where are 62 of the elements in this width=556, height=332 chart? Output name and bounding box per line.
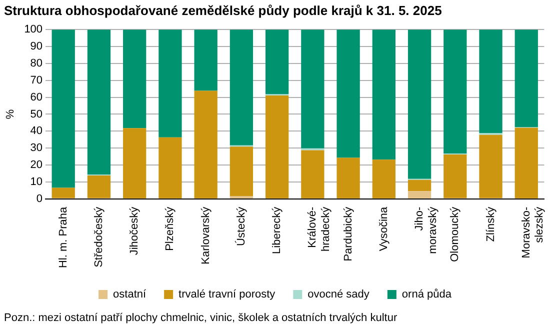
bar <box>123 30 146 128</box>
x-tick-label: Moravsko-slezský <box>520 206 546 258</box>
bar <box>158 137 182 198</box>
legend-label: ovocné sady <box>308 288 370 301</box>
y-tick-label: 50 <box>30 108 43 120</box>
y-tick-label: 70 <box>30 74 43 86</box>
x-tick-label: Olomoucký <box>449 206 462 262</box>
bar <box>194 30 218 91</box>
bar <box>265 95 289 198</box>
bar <box>265 30 289 94</box>
bar <box>123 128 146 198</box>
legend-label: trvalé travní porosty <box>178 288 276 301</box>
bar <box>194 90 218 198</box>
y-tick-label: 60 <box>30 91 43 104</box>
bar <box>158 30 182 138</box>
text: Pozn.: mezi ostatní patří plochy chmelnic, vinic, školek a ostatních trvalých kultur <box>4 312 398 324</box>
y-tick-label: 10 <box>30 176 43 188</box>
bar <box>301 30 324 148</box>
x-tick-label: Vysočina <box>378 206 390 252</box>
x-tick-label: Pardubický <box>342 206 354 262</box>
chart-title: Struktura obhospodařované zemědělské půdy podle krajů k 31. 5. 2025 <box>4 3 442 18</box>
y-tick-label: 40 <box>30 125 43 138</box>
bar <box>336 30 360 158</box>
x-tick-label: Jiho-moravský <box>414 206 439 254</box>
x-tick-label: Jihočeský <box>128 206 141 256</box>
legend-label: ostatní <box>113 288 148 301</box>
bar <box>408 30 432 179</box>
bar <box>479 30 502 134</box>
bar <box>87 176 111 198</box>
x-tick-label: Plzeňský <box>164 206 176 251</box>
bar <box>479 134 502 198</box>
y-axis-title: % <box>4 109 17 120</box>
x-tick-label: Ústecký <box>234 206 248 246</box>
x-tick-label: Králové-hradecký <box>306 206 332 252</box>
bar <box>444 154 467 198</box>
y-tick-label: 30 <box>30 142 43 154</box>
bar <box>230 30 254 146</box>
bar <box>372 160 396 198</box>
x-tick-label: Hl. m. Praha <box>57 206 70 268</box>
y-tick-label: 80 <box>30 57 43 70</box>
x-tick-label: Karlovarský <box>200 206 212 264</box>
bar <box>52 188 75 198</box>
y-tick-label: 0 <box>36 192 43 205</box>
x-tick-label: Středočeský <box>93 206 106 268</box>
x-tick-label: Liberecký <box>271 206 284 254</box>
y-tick-label: 20 <box>30 159 43 172</box>
x-tick-label: Zlínský <box>484 206 497 242</box>
legend-label: orná půda <box>402 288 452 301</box>
bar <box>408 191 432 198</box>
bar <box>52 30 75 188</box>
bar <box>514 128 538 198</box>
bar <box>230 146 254 196</box>
bar <box>230 196 254 198</box>
bar <box>336 158 360 198</box>
bar <box>444 30 467 154</box>
bar <box>514 30 538 128</box>
bar <box>301 150 324 198</box>
bar <box>372 30 396 160</box>
bar <box>87 30 111 175</box>
bar <box>408 180 432 192</box>
y-tick-label: 90 <box>30 40 43 53</box>
y-tick-label: 100 <box>24 24 43 36</box>
